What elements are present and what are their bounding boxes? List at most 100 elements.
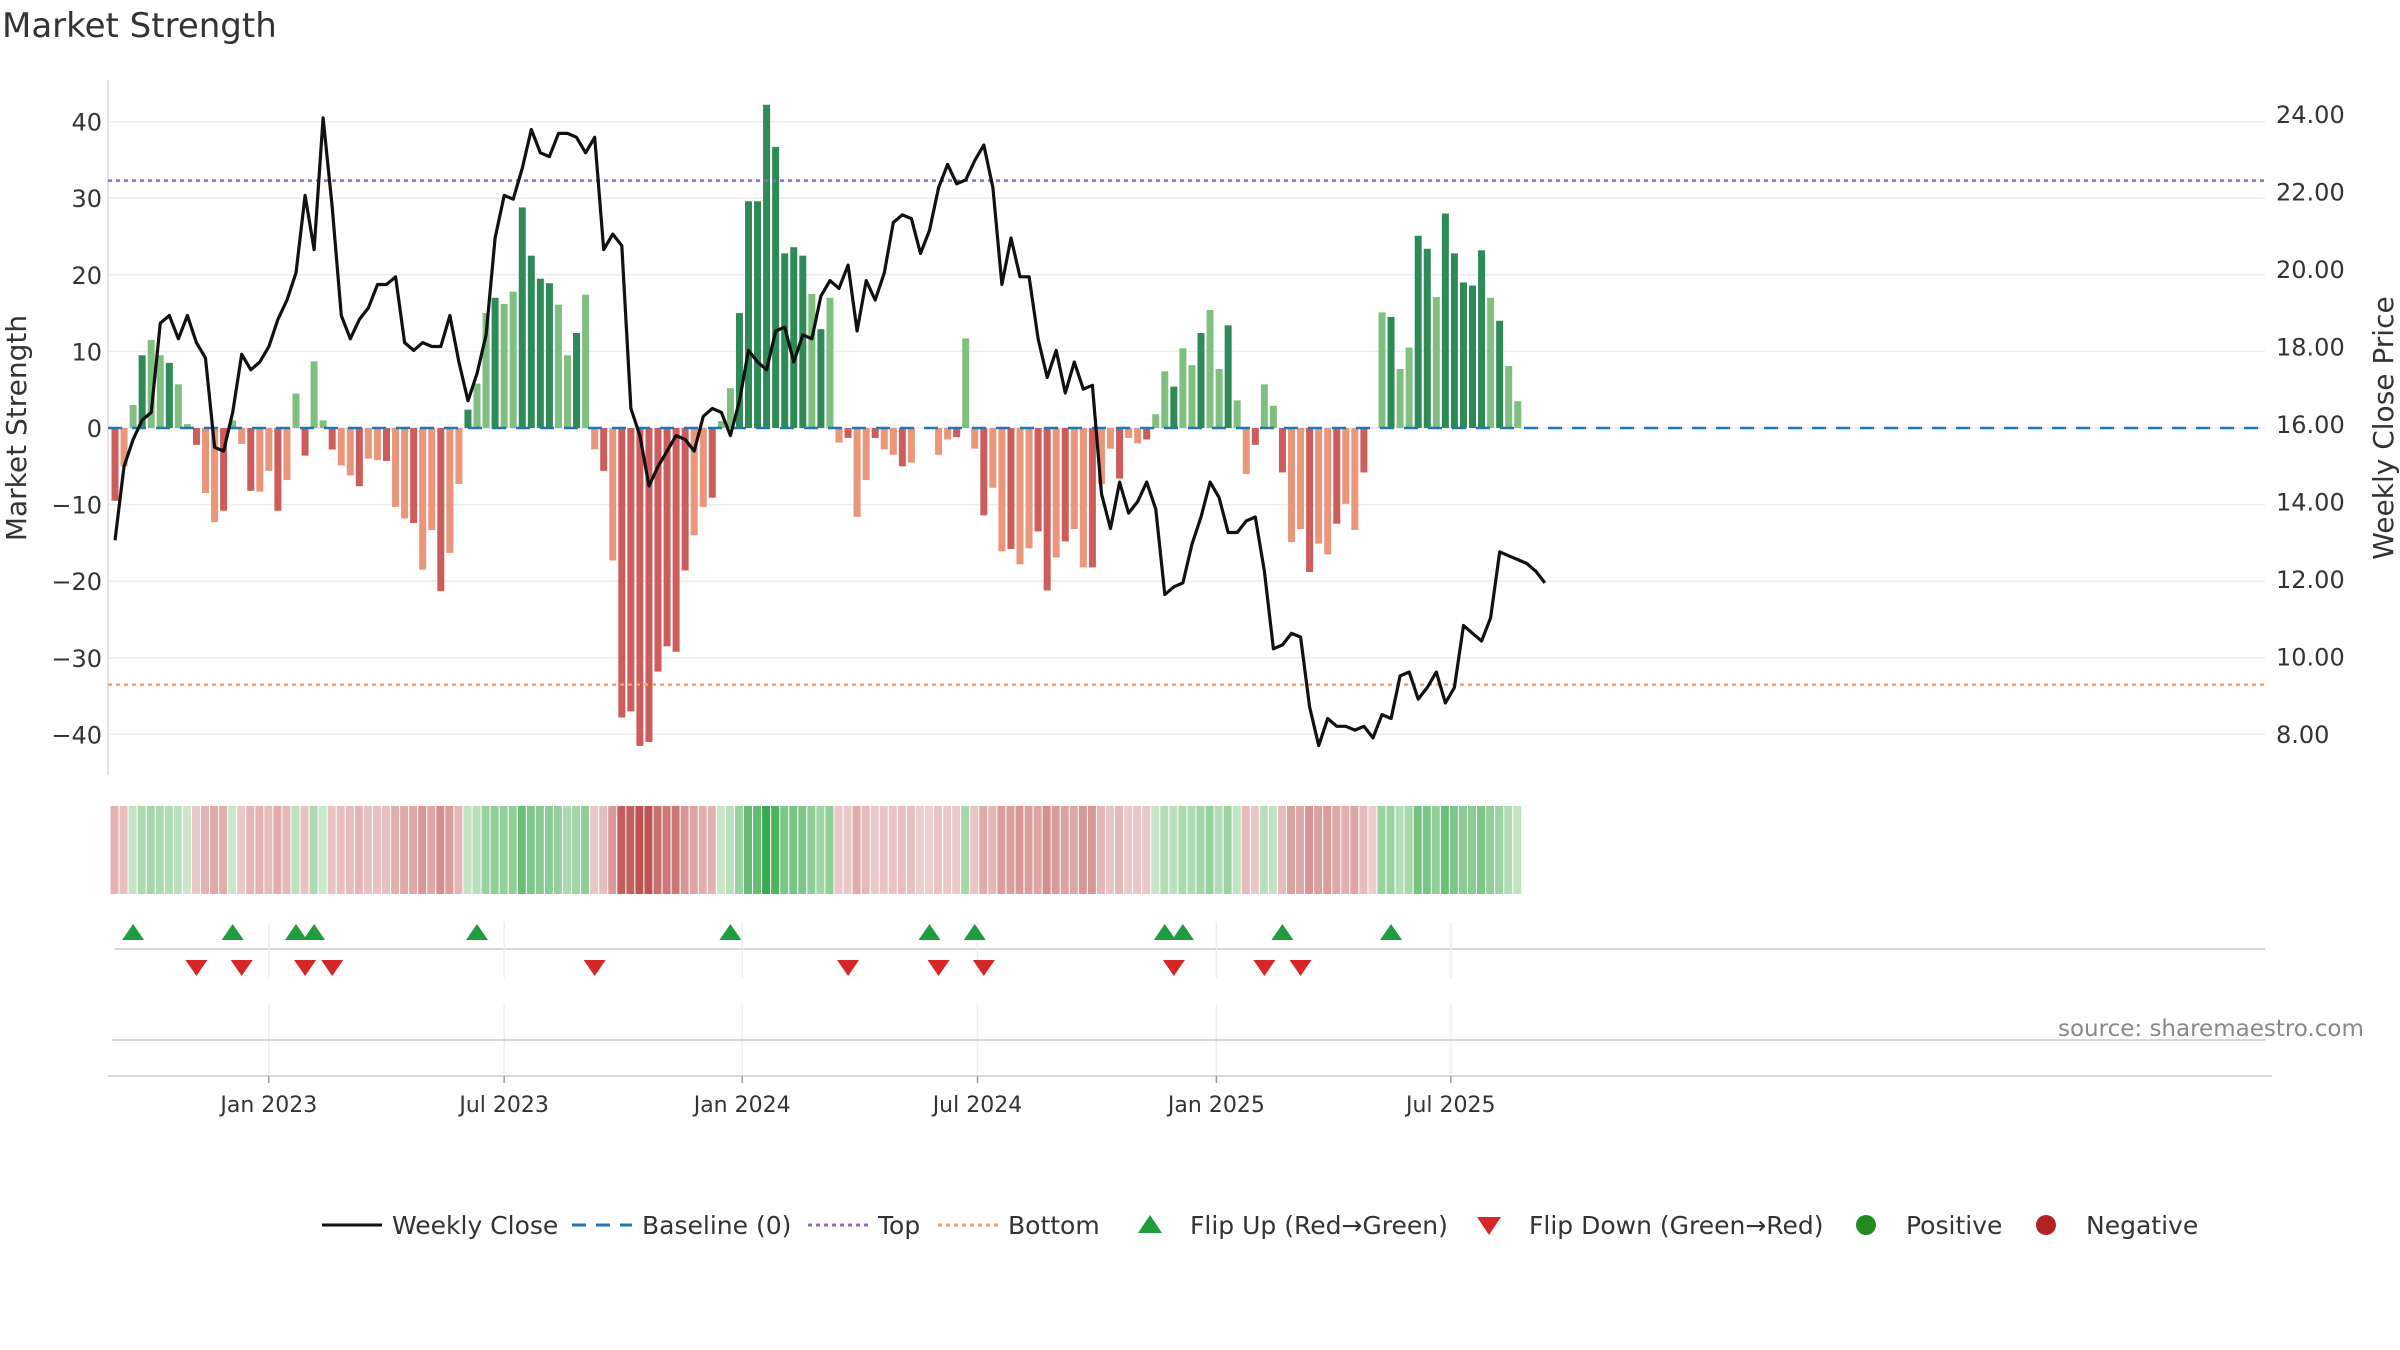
strength-bar <box>1206 310 1214 428</box>
heat-cell <box>1151 806 1160 894</box>
heat-cell <box>617 806 626 894</box>
heat-cell <box>952 806 961 894</box>
heat-cell <box>861 806 870 894</box>
strength-bar <box>1387 316 1395 428</box>
strength-bar <box>1469 285 1476 428</box>
strength-bar <box>763 104 771 429</box>
heat-cell <box>780 806 789 894</box>
heat-cell <box>1124 806 1133 894</box>
heat-cell <box>300 806 309 894</box>
y-tick-label: −10 <box>51 492 102 520</box>
strength-bar <box>708 428 716 498</box>
flip-down-marker <box>185 960 208 976</box>
strength-bar <box>1342 428 1350 504</box>
heat-cell <box>744 806 752 894</box>
heat-cell <box>934 806 943 894</box>
heat-cell <box>481 806 490 894</box>
heat-cell <box>653 806 662 894</box>
strength-bar <box>1188 365 1196 428</box>
heat-cell <box>1196 806 1205 894</box>
heat-cell <box>336 806 345 894</box>
strength-bar <box>1179 348 1187 428</box>
strength-bar <box>862 428 870 481</box>
heat-cell <box>372 806 381 894</box>
flip-down-marker <box>1253 960 1276 976</box>
strength-bar <box>871 428 879 438</box>
heat-cell <box>463 806 472 894</box>
legend-label: Negative <box>2086 1211 2198 1240</box>
strength-bar <box>1125 428 1133 438</box>
strength-bar <box>1079 428 1087 568</box>
strength-bar <box>1215 369 1223 428</box>
heat-cell <box>1413 806 1422 894</box>
heat-cell <box>1513 806 1522 894</box>
strength-bar <box>1315 428 1323 544</box>
strength-bar <box>1061 428 1069 542</box>
heat-cell <box>1060 806 1069 894</box>
strength-bar <box>545 283 553 428</box>
heat-cell <box>1015 806 1024 894</box>
heat-cell <box>1024 806 1033 894</box>
strength-bar <box>935 428 943 455</box>
strength-bar <box>482 313 490 428</box>
strength-bar <box>1441 213 1449 428</box>
heat-cell <box>1259 806 1268 894</box>
heat-cell <box>753 806 762 894</box>
strength-bar <box>1478 250 1486 428</box>
legend-swatch <box>2036 1215 2056 1235</box>
y2-tick-label: 24.00 <box>2276 101 2345 129</box>
heat-cell <box>707 806 716 894</box>
heat-cell <box>309 806 318 894</box>
x-tick-label: Jul 2024 <box>931 1093 1023 1118</box>
strength-bar <box>247 428 255 491</box>
y2-axis-label: Weekly Close Price <box>2367 296 2400 559</box>
heat-cell <box>1042 806 1051 894</box>
flip-down-marker <box>321 960 344 976</box>
heat-cell <box>1169 806 1178 894</box>
strength-bar <box>292 393 300 428</box>
heat-cell <box>436 806 445 894</box>
strength-bar <box>1170 386 1178 428</box>
flip-down-marker <box>230 960 253 976</box>
strength-bar <box>455 428 463 484</box>
heat-cell <box>427 806 436 894</box>
strength-bar <box>1233 400 1241 428</box>
heat-cell <box>327 806 336 894</box>
strength-bar <box>1496 320 1504 428</box>
strength-bar <box>898 428 906 467</box>
flip-up-marker <box>1171 924 1194 940</box>
strength-bar <box>1161 371 1169 428</box>
heat-cell <box>1305 806 1314 894</box>
strength-bar <box>1025 428 1033 549</box>
heat-cell <box>128 806 137 894</box>
strength-bar <box>754 201 762 428</box>
strength-bar <box>564 355 571 428</box>
strength-bar <box>663 428 671 647</box>
strength-bar <box>111 428 119 501</box>
heat-cell <box>626 806 635 894</box>
heat-cell <box>1223 806 1232 894</box>
flip-up-marker <box>303 924 326 940</box>
heat-cell <box>1431 806 1440 894</box>
heat-cell <box>1096 806 1105 894</box>
strength-bar <box>1152 414 1160 428</box>
strength-bar <box>310 361 318 428</box>
strength-bar <box>138 355 146 428</box>
heat-cell <box>246 806 255 894</box>
heat-cell <box>363 806 372 894</box>
strength-bar <box>808 293 816 428</box>
heat-cell <box>789 806 798 894</box>
strength-bar <box>690 428 698 536</box>
heat-cell <box>1440 806 1449 894</box>
heat-cell <box>725 806 734 894</box>
heat-cell <box>1449 806 1458 894</box>
legend-swatch <box>1477 1217 1501 1235</box>
strength-bar <box>880 428 888 450</box>
flip-down-marker <box>972 960 995 976</box>
heat-cell <box>1377 806 1386 894</box>
strength-bar <box>401 428 409 519</box>
strength-bar <box>853 428 861 517</box>
heat-cell <box>1106 806 1114 894</box>
strength-bar <box>202 428 209 494</box>
strength-bar <box>183 424 191 428</box>
